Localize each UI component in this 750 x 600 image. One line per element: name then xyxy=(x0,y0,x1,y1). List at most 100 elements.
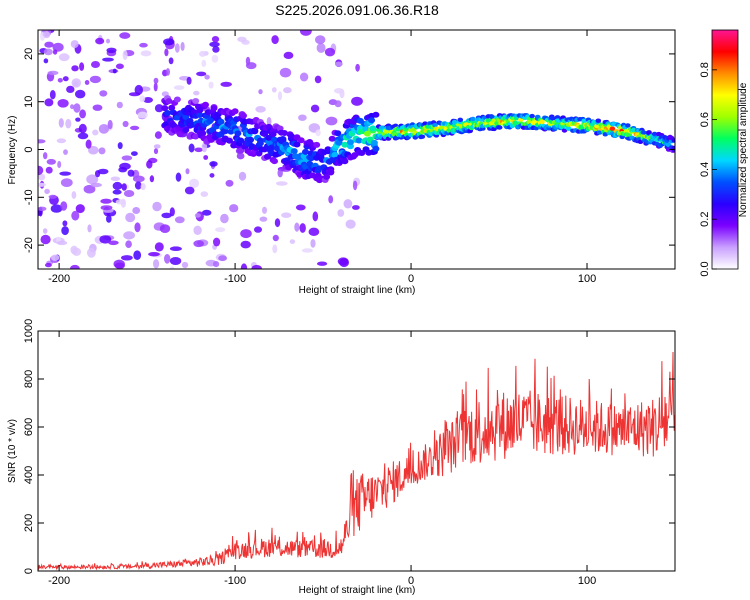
spectrogram-cell xyxy=(71,65,79,72)
x-tick-label: -100 xyxy=(224,575,246,587)
spectrogram-cell xyxy=(52,49,58,55)
spectrogram-cell xyxy=(271,87,277,93)
spectrogram-cell xyxy=(297,137,305,144)
spectrogram-cell xyxy=(161,105,169,112)
spectrogram-cell xyxy=(38,139,46,144)
spectrogram-cell xyxy=(334,100,342,108)
spectrogram-cell xyxy=(234,130,242,137)
spectrogram-cell xyxy=(226,137,233,144)
spectrogram-cell xyxy=(308,227,320,236)
spectrogram-cell xyxy=(271,35,279,45)
spectrogram-cell xyxy=(153,82,158,92)
spectrogram-cell xyxy=(134,181,142,190)
spectrogram-cell xyxy=(60,201,68,211)
spectrogram-cell xyxy=(86,174,99,185)
spectrogram-cell xyxy=(251,265,263,269)
spectrogram-cell xyxy=(341,141,349,148)
spectrogram-cell xyxy=(293,141,301,148)
spectrogram-cell xyxy=(283,51,294,60)
spectrogram-cell xyxy=(186,76,192,85)
spectrogram-cell xyxy=(59,171,72,176)
spectrogram-cell xyxy=(307,155,315,162)
spectrogram-cell xyxy=(153,144,161,149)
spectrogram-cell xyxy=(112,68,117,74)
spectrogram-cell xyxy=(106,215,112,223)
spectrogram-cell xyxy=(245,62,257,70)
spectrogram-cell xyxy=(139,95,146,103)
spectrogram-cell xyxy=(164,110,171,116)
spectrogram-cell xyxy=(62,220,68,227)
spectrogram-cell xyxy=(266,117,272,126)
colorbar-gradient xyxy=(712,30,738,269)
y-tick-label: 800 xyxy=(23,370,35,388)
spectrogram-cell xyxy=(470,116,476,122)
spectrogram-cell xyxy=(217,118,225,125)
spectrogram-cell xyxy=(256,140,264,147)
spectrogram-cell xyxy=(355,63,360,72)
spectrogram-cell xyxy=(149,175,155,183)
spectrogram-cell xyxy=(65,118,72,129)
spectrogram-cell xyxy=(419,134,426,139)
spectrogram-cell xyxy=(180,41,185,51)
spectrogram-cell xyxy=(220,81,232,87)
spectrogram-cell xyxy=(125,240,132,248)
spectrogram-cell xyxy=(57,160,62,169)
spectrogram-cell xyxy=(347,143,354,150)
spectrogram-cell xyxy=(181,261,189,269)
spectrogram-cell xyxy=(262,206,267,214)
spectrogram-cell xyxy=(275,181,288,186)
spectrogram-cell xyxy=(203,155,209,160)
spectrogram-cell xyxy=(131,151,138,157)
spectrogram-cell xyxy=(38,182,47,187)
spectrogram-cell xyxy=(533,126,540,131)
spectrogram-cell xyxy=(529,113,535,119)
spectrogram-cell xyxy=(116,101,123,109)
spectrogram-cell xyxy=(108,240,119,246)
y-tick-label: 600 xyxy=(23,418,35,436)
spectrogram-cell xyxy=(240,240,251,249)
spectrogram-cell xyxy=(231,108,239,115)
spectrogram-cell xyxy=(110,176,121,182)
spectrogram-cell xyxy=(106,47,117,53)
spectrogram-cell xyxy=(174,216,185,224)
spectrogram-cell xyxy=(512,120,518,126)
spectrogram-cell xyxy=(79,62,85,71)
spectrogram-cell xyxy=(185,168,190,175)
spectrogram-cell xyxy=(46,158,56,165)
spectrogram-cell xyxy=(327,169,335,176)
spectrogram-cell xyxy=(255,106,266,113)
spectrogram-cell xyxy=(148,252,160,257)
spectrogram-cell xyxy=(102,57,114,62)
spectrogram-cell xyxy=(117,142,123,150)
spectrogram-cell xyxy=(72,247,82,256)
spectrogram-cell xyxy=(299,223,306,233)
spectrogram-cell xyxy=(43,152,48,160)
spectrogram-cell xyxy=(331,151,339,158)
colorbar: 0.0 0.2 0.4 0.6 0.8 Normalized spectral ampl… xyxy=(699,29,749,277)
spectrogram-cell xyxy=(57,99,69,108)
spectrogram-cell xyxy=(323,173,331,180)
spectrogram-cell xyxy=(294,222,300,232)
spectrogram-cell xyxy=(595,118,602,123)
spectrogram-cell xyxy=(355,137,363,144)
spectrogram-cell xyxy=(56,240,68,246)
spectrogram-cell xyxy=(154,104,164,113)
spectrogram-cell xyxy=(61,226,69,236)
spectrogram-cell xyxy=(71,210,80,221)
spectrogram-cell xyxy=(237,137,245,144)
spectrogram-cell xyxy=(295,204,306,211)
spectrogram-cell xyxy=(581,118,587,124)
spectrogram-cell xyxy=(50,204,63,213)
spectrogram-cell xyxy=(38,165,44,176)
spectrogram-cell xyxy=(98,123,109,134)
spectrogram-cell xyxy=(209,173,215,178)
spectrogram-cell xyxy=(279,67,292,78)
spectrogram-cell xyxy=(651,131,658,137)
spectrogram-cell xyxy=(272,234,279,242)
spectrogram-cell xyxy=(92,104,103,111)
y-tick-label: 0 xyxy=(23,568,35,574)
spectrogram-cell xyxy=(165,98,173,105)
snr-ylabel: SNR (10 * v/v) xyxy=(7,419,18,483)
